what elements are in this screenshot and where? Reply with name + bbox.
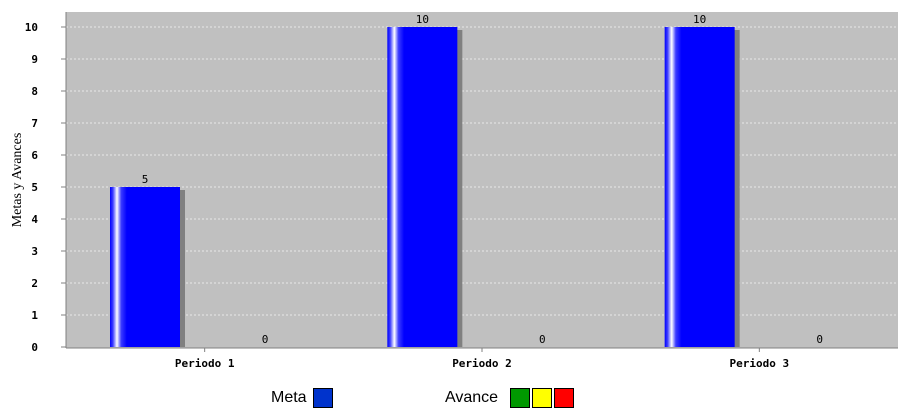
avance-value-label: 0: [539, 333, 546, 346]
y-tick-label: 1: [31, 309, 38, 322]
legend-meta: Meta: [271, 387, 335, 409]
x-axis: Periodo 1 Periodo 2 Periodo 3: [66, 347, 898, 370]
legend-avance-label: Avance: [445, 389, 499, 406]
y-tick-label: 6: [31, 149, 38, 162]
y-axis: 0 1 2 3 4 5 6 7 8 9 10: [25, 12, 67, 354]
y-tick-label: 4: [31, 213, 38, 226]
y-tick-label: 10: [25, 21, 38, 34]
plot-area: [66, 12, 898, 348]
y-axis-label: Metas y Avances: [10, 133, 25, 228]
legend-meta-label: Meta: [271, 389, 307, 406]
x-tick-label: Periodo 2: [452, 357, 512, 370]
bar-value-label: 5: [142, 173, 149, 186]
legend-avance-swatch-green: [510, 388, 531, 408]
bar-meta: [387, 27, 458, 347]
x-tick-label: Periodo 1: [175, 357, 235, 370]
legend-avance: Avance: [445, 387, 576, 409]
y-tick-label: 3: [31, 245, 38, 258]
bar-meta: [664, 27, 735, 347]
y-tick-label: 5: [31, 181, 38, 194]
avance-value-label: 0: [262, 333, 269, 346]
bar-meta: [110, 187, 180, 347]
legend-avance-swatch-yellow: [532, 388, 553, 408]
gridlines: [66, 26, 898, 316]
y-tick-label: 2: [31, 277, 38, 290]
avance-value-label: 0: [816, 333, 823, 346]
bar-chart: 0 1 2 3 4 5 6 7 8 9 10 Periodo 1 Periodo 2 Periodo 3…: [10, 12, 898, 370]
x-tick-label: Periodo 3: [730, 357, 790, 370]
y-tick-label: 8: [31, 85, 38, 98]
bar-value-label: 10: [693, 13, 706, 26]
bars: 5 0 10 0 10 0: [110, 13, 823, 347]
y-tick-label: 9: [31, 53, 38, 66]
y-tick-label: 0: [31, 341, 38, 354]
bar-value-label: 10: [416, 13, 429, 26]
y-tick-label: 7: [31, 117, 38, 130]
legend-meta-swatch: [312, 388, 333, 408]
legend-avance-swatch-red: [554, 388, 575, 408]
